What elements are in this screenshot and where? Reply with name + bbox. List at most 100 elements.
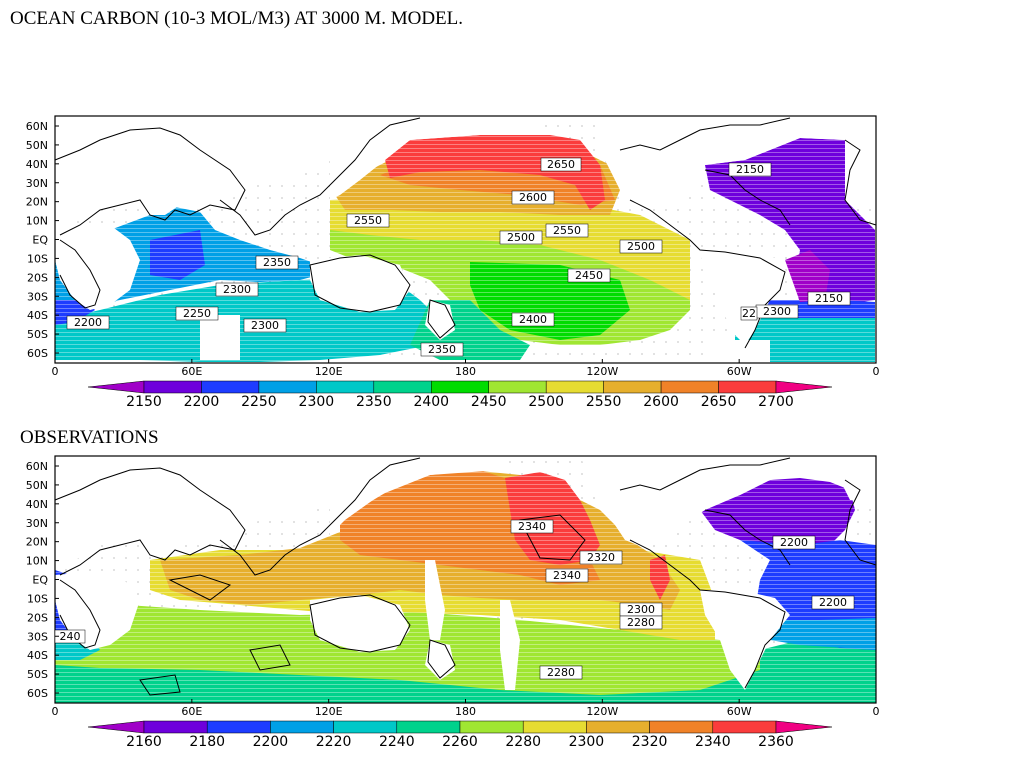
model-colorbar-label: 2300 <box>299 394 335 410</box>
model-contour-label: 2300 <box>215 282 259 297</box>
svg-text:240: 240 <box>60 630 81 643</box>
svg-text:2600: 2600 <box>519 191 547 204</box>
model-contour-label: 2350 <box>420 342 464 357</box>
observations-colorbar-label: 2320 <box>632 734 668 750</box>
observations-lat-tick-label: EQ <box>32 574 48 587</box>
model-colorbar-label: 2500 <box>528 394 564 410</box>
svg-text:2200: 2200 <box>780 536 808 549</box>
model-colorbar-label: 2400 <box>413 394 449 410</box>
model-colorbar-label: 2150 <box>126 394 162 410</box>
model-colorbar-segment <box>488 380 547 394</box>
svg-text:2350: 2350 <box>263 256 291 269</box>
model-lat-tick-label: 40S <box>27 309 48 322</box>
model-colorbar-segment <box>718 380 777 394</box>
model-colorbar-segment <box>431 380 489 394</box>
model-lat-tick-label: 40N <box>26 158 48 171</box>
model-colorbar-max-arrow <box>775 380 833 394</box>
observations-colorbar-max-arrow <box>775 720 833 734</box>
observations-contour-label: 2280 <box>539 665 583 680</box>
observations-lon-tick-label: 0 <box>52 705 59 718</box>
model-colorbar-label: 2250 <box>241 394 277 410</box>
observations-lat-tick-label: 20S <box>27 611 48 624</box>
svg-text:2350: 2350 <box>428 343 456 356</box>
model-colorbar-segment <box>545 380 604 394</box>
model-contour-label: 2550 <box>346 213 390 228</box>
observations-map-panel <box>54 455 877 704</box>
observations-colorbar-segment <box>143 720 208 734</box>
model-contour-label: 2600 <box>511 190 555 205</box>
model-colorbar-label: 2350 <box>356 394 392 410</box>
colorbars: 2150 2200 2250 2300 2350 2400 2450 2500 2550 2600… <box>87 380 833 750</box>
observations-lat-tick-label: 60S <box>27 687 48 700</box>
observations-lon-tick-label: 180 <box>455 705 476 718</box>
observations-contour-label: 2340 <box>545 568 589 583</box>
svg-text:2200: 2200 <box>74 316 102 329</box>
observations-colorbar-label: 2180 <box>189 734 225 750</box>
svg-text:2450: 2450 <box>575 269 603 282</box>
model-map-panel <box>54 115 877 364</box>
model-contour-labels: 2650 2150 2600 2550 2550 2500 2500 2350 … <box>66 157 851 357</box>
model-lat-tick-label: 10S <box>27 252 48 265</box>
model-contour-label: 2400 <box>511 312 555 327</box>
model-contour-label: 22 <box>740 306 758 321</box>
model-contour-label: 2550 <box>545 223 589 238</box>
svg-text:2400: 2400 <box>519 313 547 326</box>
observations-colorbar-segment <box>396 720 461 734</box>
observations-colorbar-label: 2340 <box>695 734 731 750</box>
svg-text:2250: 2250 <box>183 307 211 320</box>
svg-text:2340: 2340 <box>518 520 546 533</box>
observations-lon-tick-label: 60W <box>727 705 752 718</box>
observations-field <box>55 456 876 703</box>
observations-subtitle: OBSERVATIONS <box>20 427 159 448</box>
observations-colorbar-segment <box>649 720 714 734</box>
model-contour-label: 2500 <box>499 230 543 245</box>
observations-contour-label: 2340 <box>510 519 554 534</box>
svg-text:2650: 2650 <box>547 158 575 171</box>
observations-colorbar-segment <box>522 720 587 734</box>
observations-lat-tick-label: 10S <box>27 592 48 605</box>
model-contour-label: 2350 <box>255 255 299 270</box>
model-contour-label: 2150 <box>807 291 851 306</box>
observations-contour-label: 2300 <box>619 602 663 617</box>
observations-colorbar-segment <box>459 720 524 734</box>
observations-colorbar-segment <box>206 720 271 734</box>
svg-text:2300: 2300 <box>763 305 791 318</box>
model-colorbar-label: 2600 <box>643 394 679 410</box>
model-colorbar-min-arrow <box>87 380 145 394</box>
svg-text:2300: 2300 <box>251 319 279 332</box>
observations-contour-labels: 2340 2320 2340 2200 2200 2300 2280 240 2… <box>54 519 855 680</box>
model-lat-tick-label: 20S <box>27 271 48 284</box>
model-contour-label: 2300 <box>755 304 799 319</box>
observations-contour-label: 2200 <box>811 595 855 610</box>
observations-lat-tick-label: 60N <box>26 460 48 473</box>
model-colorbar-segment <box>258 380 317 394</box>
observations-colorbar-segment <box>586 720 650 734</box>
observations-contour-label: 2280 <box>619 615 663 630</box>
observations-lat-tick-label: 30S <box>27 630 48 643</box>
model-lon-tick-label: 180 <box>455 365 476 378</box>
observations-contour-label: 2200 <box>772 535 816 550</box>
model-lat-tick-label: 30S <box>27 290 48 303</box>
svg-text:2550: 2550 <box>354 214 382 227</box>
svg-text:2280: 2280 <box>547 666 575 679</box>
model-colorbar-label: 2700 <box>758 394 794 410</box>
observations-colorbar-label: 2300 <box>569 734 605 750</box>
model-lat-tick-label: EQ <box>32 234 48 247</box>
model-colorbar-segment <box>660 380 719 394</box>
observations-coastlines <box>54 457 877 696</box>
svg-text:2200: 2200 <box>819 596 847 609</box>
observations-lat-tick-label: 30N <box>26 517 48 530</box>
model-lat-tick-label: 50S <box>27 328 48 341</box>
observations-colorbar-min-arrow <box>87 720 145 734</box>
model-field <box>55 116 876 363</box>
model-colorbar-label: 2200 <box>184 394 220 410</box>
observations-contour-label: 240 <box>54 629 86 644</box>
svg-text:2150: 2150 <box>736 163 764 176</box>
model-lat-tick-label: 30N <box>26 177 48 190</box>
svg-text:2150: 2150 <box>815 292 843 305</box>
model-lon-tick-label: 0 <box>873 365 880 378</box>
model-lat-tick-label: 20N <box>26 196 48 209</box>
observations-colorbar-label: 2260 <box>442 734 478 750</box>
model-lat-tick-label: 10N <box>26 215 48 228</box>
